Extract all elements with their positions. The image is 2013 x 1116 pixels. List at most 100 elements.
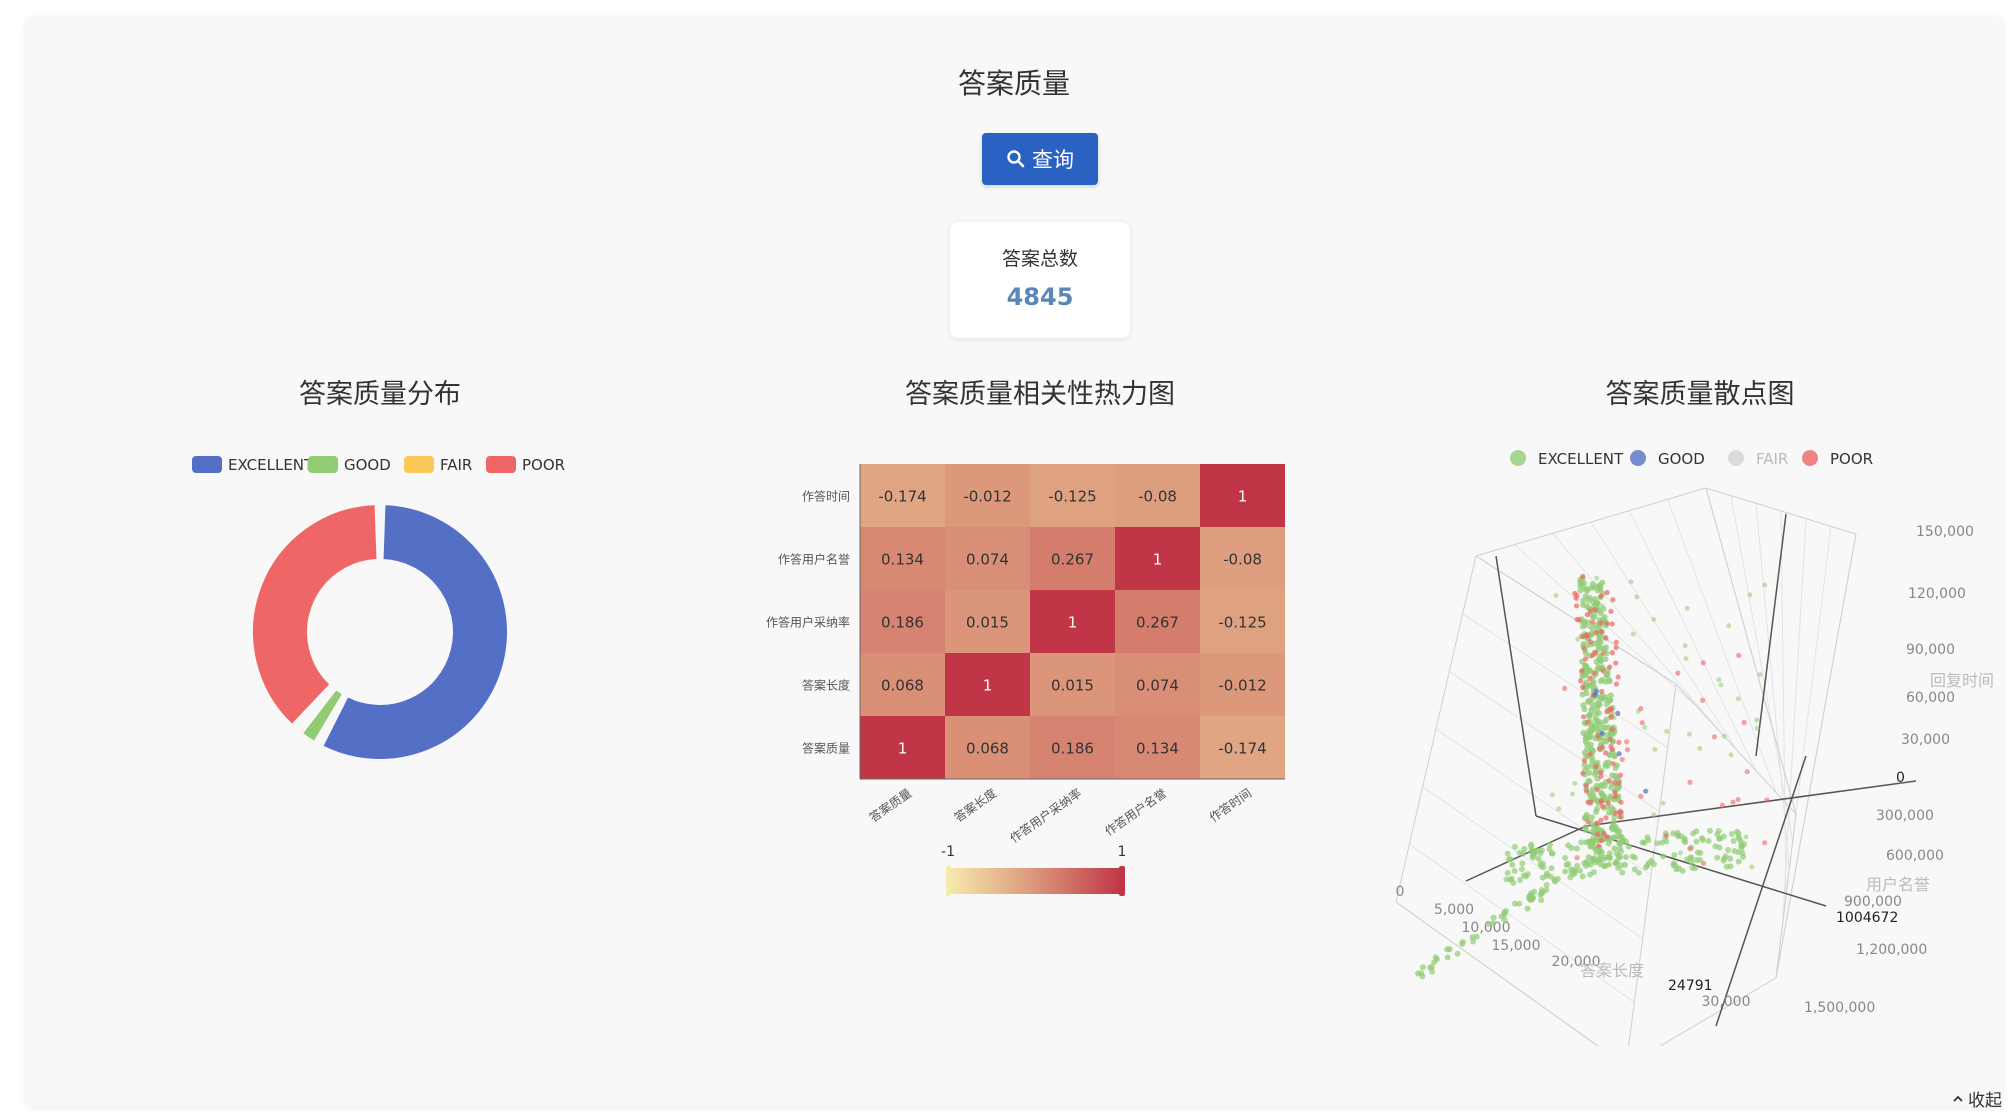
scatter-point [1582,814,1589,821]
scatter-point [1612,780,1618,786]
grid-line [1422,786,1643,940]
scatter-point [1716,677,1722,683]
scatter-point [1593,806,1600,813]
scatter-point [1583,788,1590,794]
scatter-point [1608,743,1614,749]
scatter-point [1735,696,1741,702]
scatter-point [1454,950,1461,957]
scatter-point [1613,644,1619,651]
scatter-point [1727,855,1734,862]
scatter-point [1619,837,1626,844]
scatter-point [1567,874,1574,881]
scatter-point [1593,849,1600,856]
scatter-point [1419,964,1426,971]
heatmap-cell [1030,590,1115,653]
heatmap-cell-label: -0.08 [1138,488,1177,506]
scatter-point [1606,752,1613,759]
scatter-point [1575,636,1581,642]
scatter-point [1598,593,1604,599]
scatter-point [1658,839,1665,846]
scatter-point [1728,752,1734,758]
heatmap-cell-label: 0.068 [966,740,1009,758]
scatter-point [1744,769,1750,775]
scatter-point [1469,934,1476,941]
quality-scatter-3d: EXCELLENT GOOD FAIR POOR 0 30,000 60,000 90,000… [1395,450,1994,1046]
scatter-point [1679,867,1686,874]
scatter-point [1552,878,1559,885]
scatter-point [1757,672,1763,678]
box-edge [1395,555,1477,903]
visual-map-handle-max [1119,866,1125,896]
legend-label-excellent: EXCELLENT [1538,450,1624,468]
scatter-point [1599,676,1606,683]
scatter-point [1635,869,1642,876]
scatter-point [1490,914,1497,921]
scatter-point [1524,905,1531,912]
scatter-point [1610,761,1616,767]
heatmap-y-tick-label: 答案长度 [802,678,850,693]
scatter-point [1617,814,1623,820]
scatter-point [1687,854,1694,861]
scatter-point [1689,864,1696,871]
scatter-point [1543,881,1550,888]
scatter-point [1738,844,1745,851]
scatter-point [1675,670,1681,676]
scatter-point [1642,724,1648,730]
scatter-point [1598,783,1605,790]
axis-line [1715,755,1807,1027]
legend-swatch-poor [486,456,516,473]
heatmap-cell [860,716,945,779]
scatter-point [1613,639,1619,645]
scatter-point [1652,746,1658,752]
y-tick-label: 900,000 [1844,894,1902,910]
legend-swatch-excellent [192,456,222,473]
scatter-point [1705,837,1712,844]
scatter-point [1607,706,1614,712]
axis-line [1755,513,1787,757]
query-button[interactable]: 查询 [982,133,1098,185]
scatter-point [1600,724,1607,731]
heatmap-cell-label: 0.267 [1136,614,1179,632]
scatter-point [1663,833,1669,839]
scatter-point [1749,864,1755,870]
scatter-point [1573,845,1580,852]
scatter-point [1611,845,1618,852]
scatter-point [1581,645,1587,651]
visual-map-handle-min [946,866,951,896]
scatter-point [1714,854,1721,861]
scatter-point [1577,582,1584,589]
x-max-label: 24791 [1668,978,1713,994]
scatter-point [1598,837,1605,844]
grid-line [1462,613,1668,749]
scatter-point [1604,834,1610,840]
grid-line [1628,510,1757,771]
scatter-point [1594,575,1600,581]
heatmap-cell [1200,527,1285,590]
scatter-point [1580,730,1587,737]
z-tick-label: 90,000 [1906,642,1955,658]
scatter-point [1615,674,1621,680]
scatter-point [1599,603,1605,609]
collapse-button[interactable]: 收起 [1952,1086,2002,1111]
scatter-point [1490,920,1497,927]
scatter-point [1608,608,1614,614]
grid-line [1782,518,1807,924]
scatter-point [1598,695,1605,702]
scatter-point [1588,631,1595,638]
scatter-point [1538,847,1545,854]
scatter-point [1605,676,1612,683]
heatmap-cell [945,653,1030,716]
axis-line [1585,780,1917,827]
heatmap-cell [1200,716,1285,779]
scatter-point [1585,712,1592,719]
scatter-point [1600,668,1606,674]
scatter-point [1577,867,1584,874]
x-tick-label: 10,000 [1462,920,1511,936]
scatter-point [1612,793,1618,800]
scatter-point [1606,777,1612,784]
scatter-point [1588,814,1595,821]
scatter-point [1651,616,1657,622]
scatter-point [1589,828,1596,835]
y-tick-label: 300,000 [1876,808,1934,824]
scatter-point [1604,589,1610,596]
